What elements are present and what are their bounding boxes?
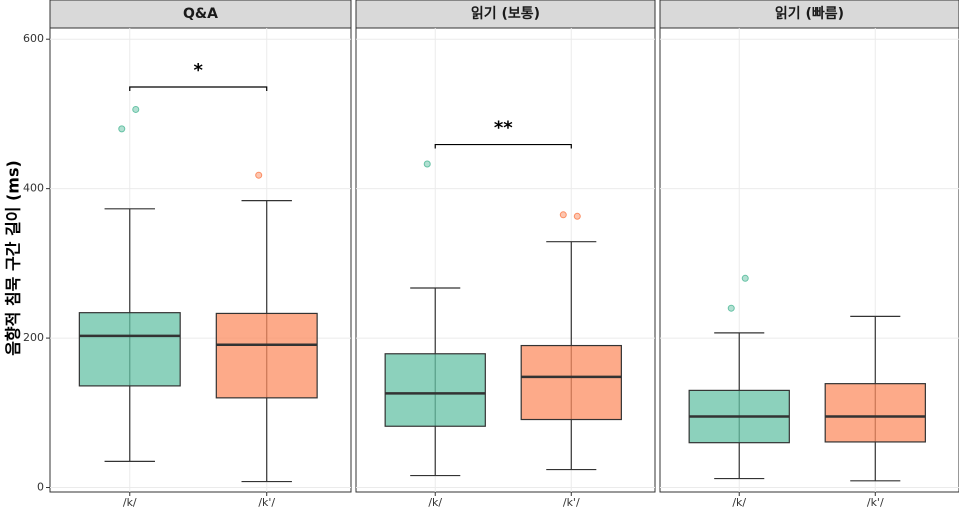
outlier bbox=[132, 105, 140, 113]
significance-bracket bbox=[129, 86, 268, 92]
strip bbox=[659, 0, 959, 29]
significance-bracket bbox=[434, 143, 572, 149]
outlier bbox=[118, 125, 126, 133]
x-tick-label: /k/ bbox=[123, 496, 137, 508]
outlier bbox=[727, 304, 735, 312]
y-tick-label: 600 bbox=[23, 32, 44, 45]
outlier bbox=[423, 160, 431, 168]
significance-label: * bbox=[194, 60, 204, 81]
outlier bbox=[741, 274, 749, 282]
box bbox=[384, 353, 486, 427]
y-tick-label: 200 bbox=[23, 331, 44, 344]
box bbox=[215, 312, 318, 399]
x-tick-label: /k'/ bbox=[258, 496, 275, 508]
x-tick-label: /k'/ bbox=[563, 496, 580, 508]
x-tick-label: /k/ bbox=[732, 496, 746, 508]
outlier bbox=[255, 171, 263, 179]
panel-title: Q&A bbox=[183, 6, 218, 22]
box bbox=[78, 312, 181, 387]
box bbox=[824, 383, 926, 443]
y-axis-label: 음향적 침묵 구간 길이 (ms) bbox=[4, 160, 23, 356]
outlier bbox=[559, 211, 567, 219]
x-tick-label: /k'/ bbox=[867, 496, 884, 508]
significance-label: ** bbox=[494, 118, 513, 139]
panel-title: 읽기 (보통) bbox=[471, 6, 540, 22]
y-tick-label: 0 bbox=[37, 481, 44, 494]
panel-title: 읽기 (빠름) bbox=[775, 6, 844, 22]
box bbox=[520, 344, 622, 421]
strip bbox=[49, 0, 352, 29]
panel bbox=[49, 27, 352, 493]
y-tick-label: 400 bbox=[23, 182, 44, 195]
outlier bbox=[573, 212, 581, 220]
x-tick-label: /k/ bbox=[428, 496, 442, 508]
